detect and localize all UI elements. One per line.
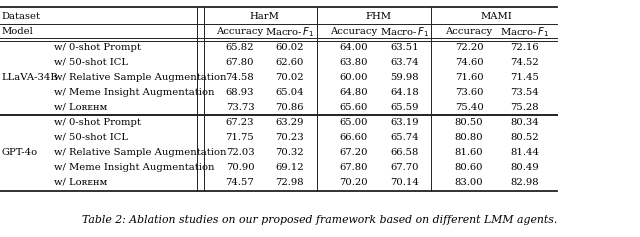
Text: HarM: HarM bbox=[250, 13, 279, 22]
Text: 59.98: 59.98 bbox=[390, 73, 419, 82]
Text: Dataset: Dataset bbox=[1, 13, 40, 22]
Text: 66.58: 66.58 bbox=[390, 148, 419, 157]
Text: 83.00: 83.00 bbox=[455, 178, 483, 187]
Text: 63.74: 63.74 bbox=[390, 58, 419, 67]
Text: 71.75: 71.75 bbox=[226, 132, 254, 141]
Text: 65.82: 65.82 bbox=[226, 42, 254, 51]
Text: LLaVA-34B: LLaVA-34B bbox=[1, 73, 58, 82]
Text: Table 2: Ablation studies on our proposed framework based on different LMM agent: Table 2: Ablation studies on our propose… bbox=[83, 215, 557, 225]
Text: GPT-4o: GPT-4o bbox=[1, 148, 37, 157]
Text: w/ 0-shot Prompt: w/ 0-shot Prompt bbox=[54, 42, 141, 51]
Text: 80.50: 80.50 bbox=[455, 118, 483, 127]
Text: w/ Meme Insight Augmentation: w/ Meme Insight Augmentation bbox=[54, 87, 215, 96]
Text: Macro- $F_1$: Macro- $F_1$ bbox=[380, 25, 429, 39]
Text: w/ Relative Sample Augmentation: w/ Relative Sample Augmentation bbox=[54, 148, 227, 157]
Text: w/ 50-shot ICL: w/ 50-shot ICL bbox=[54, 58, 129, 67]
Text: FHM: FHM bbox=[366, 13, 392, 22]
Text: Accuracy: Accuracy bbox=[445, 27, 493, 36]
Text: 67.20: 67.20 bbox=[340, 148, 368, 157]
Text: 81.44: 81.44 bbox=[510, 148, 540, 157]
Text: Macro- $F_1$: Macro- $F_1$ bbox=[264, 25, 314, 39]
Text: Macro- $F_1$: Macro- $F_1$ bbox=[500, 25, 550, 39]
Text: 68.93: 68.93 bbox=[226, 87, 254, 96]
Text: Model: Model bbox=[1, 27, 33, 36]
Text: 64.18: 64.18 bbox=[390, 87, 419, 96]
Text: 80.49: 80.49 bbox=[511, 163, 539, 172]
Text: 74.58: 74.58 bbox=[226, 73, 254, 82]
Text: 60.00: 60.00 bbox=[340, 73, 368, 82]
Text: 66.60: 66.60 bbox=[340, 132, 368, 141]
Text: 80.80: 80.80 bbox=[455, 132, 483, 141]
Text: w/ Lᴏʀᴇʜᴍ: w/ Lᴏʀᴇʜᴍ bbox=[54, 178, 108, 187]
Text: 69.12: 69.12 bbox=[275, 163, 303, 172]
Text: w/ 50-shot ICL: w/ 50-shot ICL bbox=[54, 132, 129, 141]
Text: 70.23: 70.23 bbox=[275, 132, 303, 141]
Text: 64.80: 64.80 bbox=[340, 87, 368, 96]
Text: 75.28: 75.28 bbox=[511, 103, 539, 112]
Text: 74.60: 74.60 bbox=[455, 58, 483, 67]
Text: 70.14: 70.14 bbox=[390, 178, 419, 187]
Text: 65.04: 65.04 bbox=[275, 87, 303, 96]
Text: 64.00: 64.00 bbox=[340, 42, 368, 51]
Text: 80.34: 80.34 bbox=[511, 118, 539, 127]
Text: 81.60: 81.60 bbox=[455, 148, 483, 157]
Text: w/ Lᴏʀᴇʜᴍ: w/ Lᴏʀᴇʜᴍ bbox=[54, 103, 108, 112]
Text: 60.02: 60.02 bbox=[275, 42, 303, 51]
Text: 71.45: 71.45 bbox=[510, 73, 540, 82]
Text: w/ Meme Insight Augmentation: w/ Meme Insight Augmentation bbox=[54, 163, 215, 172]
Text: 73.54: 73.54 bbox=[511, 87, 539, 96]
Text: MAMI: MAMI bbox=[481, 13, 513, 22]
Text: 73.60: 73.60 bbox=[455, 87, 483, 96]
Text: 82.98: 82.98 bbox=[511, 178, 539, 187]
Text: 70.90: 70.90 bbox=[226, 163, 254, 172]
Text: 70.02: 70.02 bbox=[275, 73, 303, 82]
Text: 67.80: 67.80 bbox=[340, 163, 368, 172]
Text: 63.51: 63.51 bbox=[390, 42, 419, 51]
Text: 62.60: 62.60 bbox=[275, 58, 303, 67]
Text: 63.19: 63.19 bbox=[390, 118, 419, 127]
Text: w/ Relative Sample Augmentation: w/ Relative Sample Augmentation bbox=[54, 73, 227, 82]
Text: 65.00: 65.00 bbox=[340, 118, 368, 127]
Text: 63.29: 63.29 bbox=[275, 118, 303, 127]
Text: 72.20: 72.20 bbox=[455, 42, 483, 51]
Text: 65.59: 65.59 bbox=[390, 103, 419, 112]
Text: 67.23: 67.23 bbox=[226, 118, 254, 127]
Text: 65.74: 65.74 bbox=[390, 132, 419, 141]
Text: 72.16: 72.16 bbox=[511, 42, 539, 51]
Text: 70.20: 70.20 bbox=[340, 178, 368, 187]
Text: 71.60: 71.60 bbox=[455, 73, 483, 82]
Text: 65.60: 65.60 bbox=[340, 103, 368, 112]
Text: 73.73: 73.73 bbox=[226, 103, 254, 112]
Text: 72.98: 72.98 bbox=[275, 178, 303, 187]
Text: 70.32: 70.32 bbox=[275, 148, 303, 157]
Text: 80.60: 80.60 bbox=[455, 163, 483, 172]
Text: 75.40: 75.40 bbox=[455, 103, 483, 112]
Text: 63.80: 63.80 bbox=[340, 58, 368, 67]
Text: 70.86: 70.86 bbox=[275, 103, 303, 112]
Text: 67.70: 67.70 bbox=[390, 163, 419, 172]
Text: 72.03: 72.03 bbox=[226, 148, 254, 157]
Text: Accuracy: Accuracy bbox=[216, 27, 264, 36]
Text: 67.80: 67.80 bbox=[226, 58, 254, 67]
Text: 74.52: 74.52 bbox=[511, 58, 539, 67]
Text: 74.57: 74.57 bbox=[226, 178, 254, 187]
Text: 80.52: 80.52 bbox=[511, 132, 539, 141]
Text: Accuracy: Accuracy bbox=[330, 27, 378, 36]
Text: w/ 0-shot Prompt: w/ 0-shot Prompt bbox=[54, 118, 141, 127]
